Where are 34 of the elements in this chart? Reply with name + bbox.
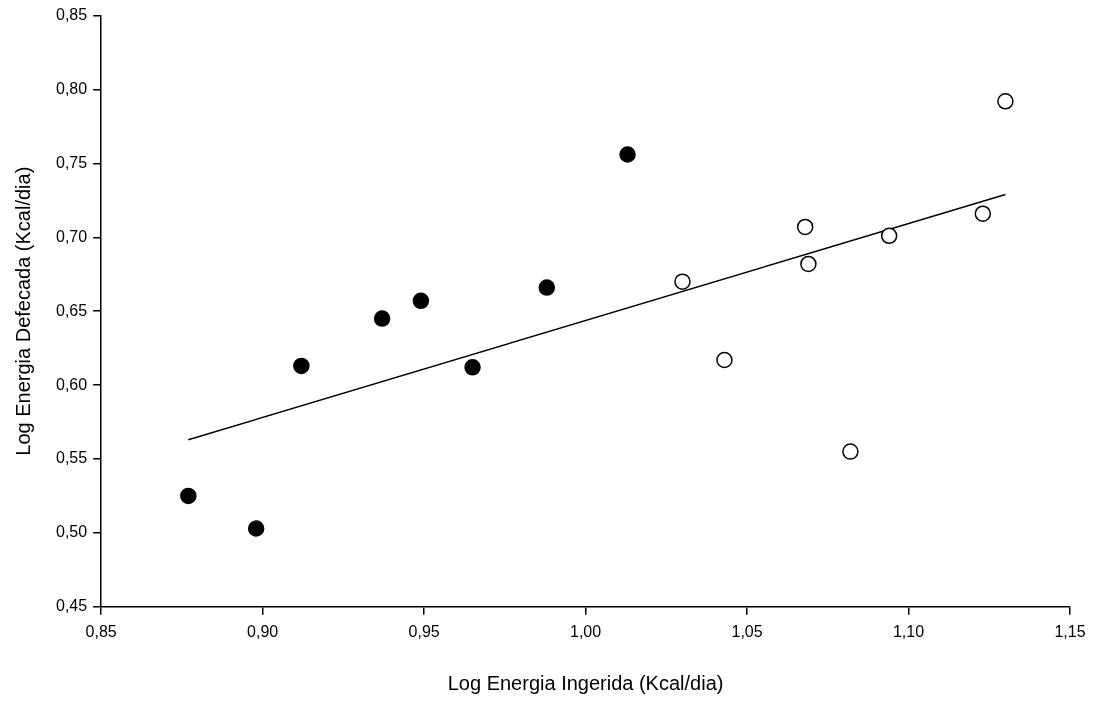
y-tick-label: 0,75 (56, 153, 88, 171)
point (716, 351, 733, 369)
y-tick-label: 0,50 (56, 523, 88, 541)
point (619, 146, 636, 163)
x-axis-title: Log Energia Ingerida (Kcal/dia) (447, 671, 724, 694)
x-tick-label: 1,00 (570, 622, 602, 640)
point (293, 357, 310, 375)
y-axis-title: Log Energia Defecada (Kcal/dia) (11, 166, 34, 456)
point (800, 255, 817, 273)
x-tick-label: 0,95 (408, 622, 440, 640)
point (974, 205, 992, 222)
point (538, 279, 556, 296)
point (880, 227, 898, 245)
point (796, 218, 814, 236)
x-tick-label: 1,15 (1054, 622, 1086, 640)
y-tick-label: 0,80 (56, 79, 88, 97)
y-tick-label: 0,55 (56, 449, 88, 467)
x-tick-label: 0,90 (247, 622, 279, 640)
point (247, 520, 265, 537)
point (842, 443, 859, 460)
point (412, 292, 430, 310)
y-tick-label: 0,45 (56, 597, 88, 615)
point (373, 310, 391, 327)
x-tick-label: 1,10 (892, 622, 925, 640)
point (180, 487, 197, 505)
point (674, 273, 691, 290)
y-tick-label: 0,85 (56, 6, 88, 24)
y-tick-label: 0,65 (56, 301, 88, 319)
x-tick-label: 1,05 (731, 622, 763, 640)
x-tick-label: 0,85 (85, 622, 117, 640)
y-tick-label: 0,60 (56, 375, 88, 393)
y-tick-label: 0,70 (56, 227, 88, 245)
point (464, 359, 481, 376)
point (997, 93, 1014, 110)
